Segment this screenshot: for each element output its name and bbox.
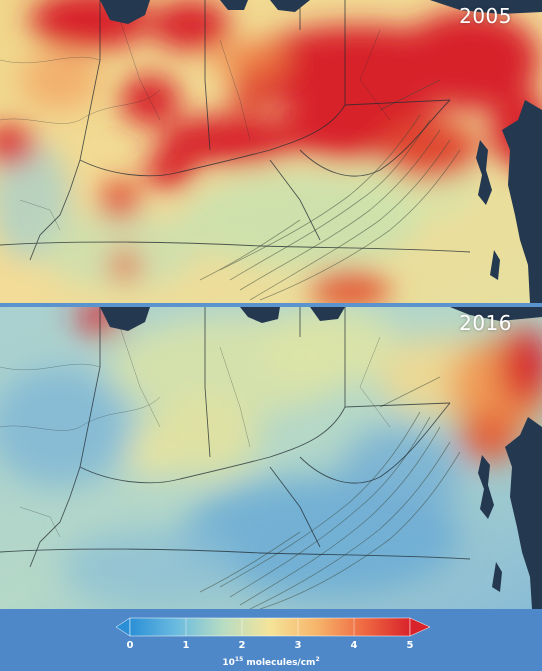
rivers-2016 bbox=[0, 326, 391, 538]
water-bodies-2005 bbox=[100, 0, 542, 303]
scale-tick-label-0: 0 bbox=[126, 640, 134, 651]
units-label: 1015 molecules/cm2 bbox=[222, 656, 320, 668]
scale-gradient bbox=[129, 617, 411, 637]
scale-arrow-right bbox=[409, 617, 431, 637]
map-2005 bbox=[0, 0, 542, 303]
map-panel-2005: 2005 bbox=[0, 0, 542, 303]
rivers-2005 bbox=[0, 19, 391, 231]
terrain-relief-2016 bbox=[199, 376, 461, 609]
year-label-2005: 2005 bbox=[459, 4, 512, 28]
scale-tick-label-5: 5 bbox=[406, 640, 414, 651]
state-borders-2016 bbox=[0, 307, 471, 568]
scale-tick-label-4: 4 bbox=[350, 640, 358, 651]
scale-arrow-left bbox=[115, 617, 131, 637]
scale-tick-label-2: 2 bbox=[238, 640, 246, 651]
state-borders-2005 bbox=[0, 0, 471, 261]
year-label-2016: 2016 bbox=[459, 311, 512, 335]
color-scale-legend: 0 1 2 3 4 5 1015 molecules/cm2 bbox=[0, 609, 542, 671]
scale-tick-label-1: 1 bbox=[182, 640, 190, 651]
scale-tick-label-3: 3 bbox=[294, 640, 302, 651]
terrain-relief-2005 bbox=[199, 79, 461, 301]
map-2016 bbox=[0, 307, 542, 609]
water-bodies-2016 bbox=[100, 307, 542, 609]
color-scale-bar bbox=[115, 617, 431, 637]
map-panel-2016: 2016 bbox=[0, 307, 542, 609]
panel-divider bbox=[0, 303, 542, 307]
